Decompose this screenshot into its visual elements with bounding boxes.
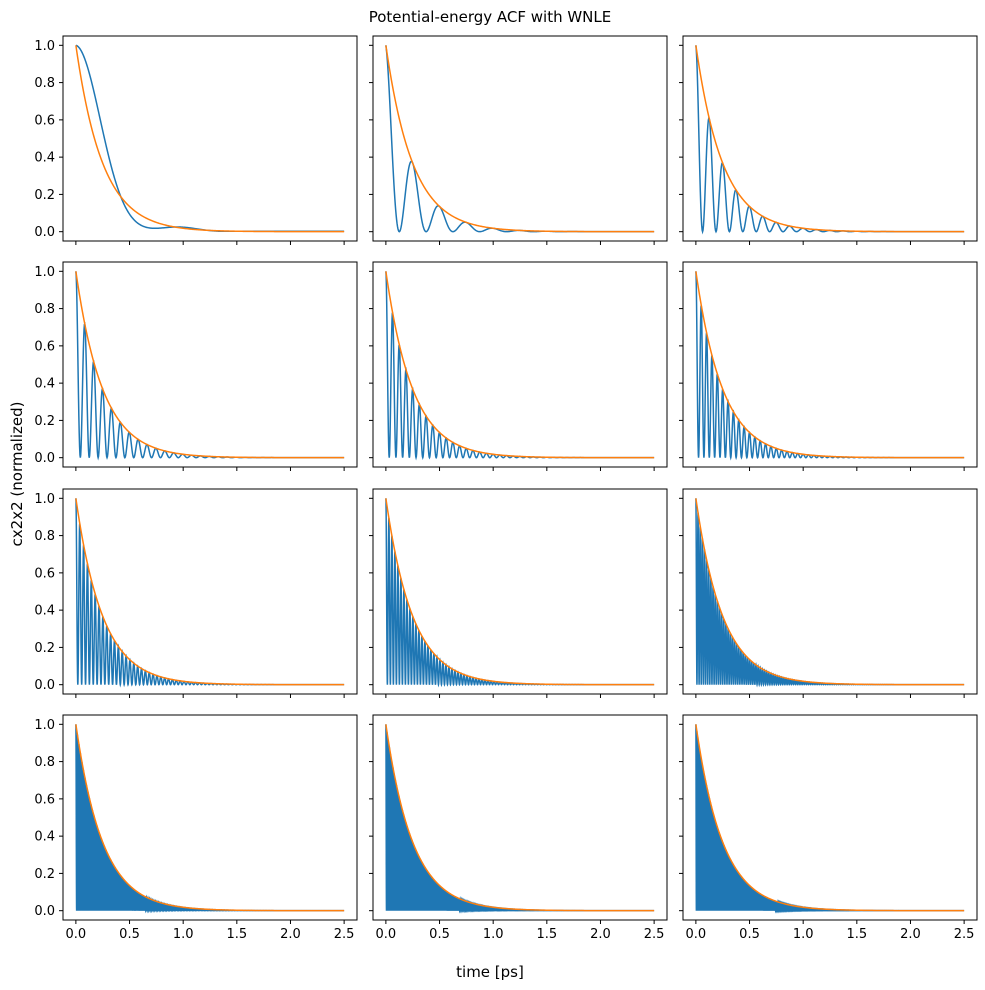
series-acf (695, 498, 965, 688)
y-tick-label: 0.6 (34, 792, 55, 807)
axes-frame (372, 35, 668, 242)
y-tick-label: 0.0 (34, 451, 55, 466)
axes-frame (62, 714, 358, 921)
y-tick-label: 0.8 (34, 76, 55, 91)
y-tick-label: 1.0 (34, 39, 55, 54)
series-acf (385, 724, 655, 914)
series-envelope (695, 271, 965, 459)
subplot-2-2 (679, 488, 978, 698)
y-tick-label: 0.4 (34, 830, 55, 845)
subplot-0-1 (369, 35, 668, 245)
x-tick-label: 0.5 (429, 927, 450, 942)
axes-frame (62, 261, 358, 468)
x-tick-label: 1.5 (536, 927, 557, 942)
x-tick-label: 2.5 (644, 927, 665, 942)
series-envelope (695, 45, 965, 233)
x-tick-label: 0.0 (686, 927, 707, 942)
series-envelope (385, 45, 655, 233)
x-tick-label: 1.5 (226, 927, 247, 942)
subplot-3-1: 0.0 0.5 1.0 1.5 2.0 2.5 (369, 714, 668, 942)
x-tick-label: 0.5 (119, 927, 140, 942)
subplot-1-1 (369, 261, 668, 471)
y-tick-label: 0.0 (34, 225, 55, 240)
axes-frame (62, 35, 358, 242)
y-tick-label: 0.4 (34, 377, 55, 392)
subplot-grid: 0.00.20.40.60.81.00.00.20.40.60.81.00.00… (34, 35, 978, 942)
subplot-3-0: 0.0 0.5 1.0 1.5 2.0 2.5 0.0 0.2 0.4 0.6 0.8 1.0 (34, 714, 358, 942)
x-tick-label: 1.0 (483, 927, 504, 942)
series-acf (385, 45, 655, 233)
x-tick-label: 2.0 (280, 927, 301, 942)
x-tick-label: 0.5 (739, 927, 760, 942)
subplot-0-0: 0.0 0.2 0.4 0.6 0.8 1.0 (34, 35, 358, 245)
x-tick-label: 0.0 (66, 927, 87, 942)
y-tick-label: 0.2 (34, 188, 55, 203)
y-tick-label: 0.6 (34, 566, 55, 581)
subplot-2-0: 0.0 0.2 0.4 0.6 0.8 1.0 (34, 488, 358, 698)
axes-frame (682, 35, 978, 242)
x-tick-label: 2.5 (334, 927, 355, 942)
series-envelope (75, 724, 345, 912)
y-tick-label: 0.4 (34, 604, 55, 619)
subplot-3-2: 0.0 0.5 1.0 1.5 2.0 2.5 (679, 714, 978, 942)
series-envelope (695, 498, 965, 686)
x-tick-label: 2.5 (954, 927, 975, 942)
y-tick-label: 0.2 (34, 414, 55, 429)
series-acf (75, 498, 345, 688)
series-envelope (385, 271, 655, 459)
subplot-2-1 (369, 488, 668, 698)
x-tick-label: 1.5 (846, 927, 867, 942)
y-tick-label: 0.6 (34, 113, 55, 128)
y-tick-label: 0.8 (34, 755, 55, 770)
y-tick-label: 0.0 (34, 678, 55, 693)
figure-ylabel: cx2x2 (normalized) (8, 402, 26, 547)
series-acf (695, 724, 965, 914)
series-acf (75, 44, 345, 233)
series-envelope (75, 498, 345, 686)
figure-xlabel: time [ps] (456, 963, 524, 981)
x-tick-label: 2.0 (900, 927, 921, 942)
x-tick-label: 2.0 (590, 927, 611, 942)
y-tick-label: 0.2 (34, 641, 55, 656)
x-tick-label: 1.0 (173, 927, 194, 942)
y-tick-label: 0.6 (34, 339, 55, 354)
series-envelope (695, 724, 965, 912)
y-tick-label: 0.4 (34, 151, 55, 166)
axes-frame (682, 488, 978, 695)
y-tick-label: 1.0 (34, 492, 55, 507)
x-tick-label: 0.0 (376, 927, 397, 942)
axes-frame (682, 714, 978, 921)
series-acf (385, 271, 655, 461)
subplot-1-2 (679, 261, 978, 471)
y-tick-label: 0.0 (34, 904, 55, 919)
series-acf (385, 498, 655, 688)
series-envelope (385, 724, 655, 912)
y-tick-label: 1.0 (34, 718, 55, 733)
axes-frame (372, 488, 668, 695)
y-tick-label: 0.8 (34, 302, 55, 317)
series-acf (75, 271, 345, 461)
figure-title: Potential-energy ACF with WNLE (369, 8, 612, 26)
axes-frame (372, 261, 668, 468)
series-acf (695, 271, 965, 461)
axes-frame (682, 261, 978, 468)
series-envelope (75, 271, 345, 459)
subplot-1-0: 0.0 0.2 0.4 0.6 0.8 1.0 (34, 261, 358, 471)
series-acf (75, 724, 345, 914)
series-envelope (385, 498, 655, 686)
y-tick-label: 0.2 (34, 867, 55, 882)
subplot-0-2 (679, 35, 978, 245)
axes-frame (62, 488, 358, 695)
y-tick-label: 0.8 (34, 529, 55, 544)
x-tick-label: 1.0 (793, 927, 814, 942)
series-acf (695, 45, 965, 235)
axes-frame (372, 714, 668, 921)
series-envelope (75, 45, 345, 233)
y-tick-label: 1.0 (34, 265, 55, 280)
